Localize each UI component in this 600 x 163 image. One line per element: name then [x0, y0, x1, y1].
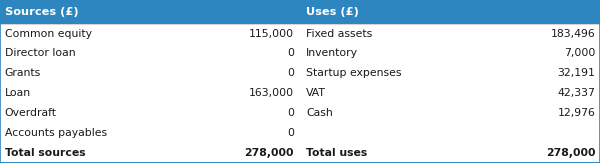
Text: Total sources: Total sources	[5, 148, 85, 158]
Text: Cash: Cash	[306, 108, 333, 118]
Text: Sources (£): Sources (£)	[5, 7, 79, 17]
Text: Total uses: Total uses	[306, 148, 367, 158]
Bar	[0, 143, 600, 163]
Text: VAT: VAT	[306, 88, 326, 98]
Bar	[0, 24, 600, 44]
Text: Accounts payables: Accounts payables	[5, 128, 107, 138]
Text: Overdraft: Overdraft	[5, 108, 57, 118]
Text: 42,337: 42,337	[557, 88, 595, 98]
Bar	[0, 63, 600, 83]
Bar	[0, 83, 600, 103]
Text: 163,000: 163,000	[249, 88, 294, 98]
Text: Startup expenses: Startup expenses	[306, 68, 401, 78]
Text: 12,976: 12,976	[557, 108, 595, 118]
Text: 32,191: 32,191	[557, 68, 595, 78]
Bar	[0, 103, 600, 123]
Text: 278,000: 278,000	[546, 148, 595, 158]
Text: 7,000: 7,000	[564, 49, 595, 59]
Text: 0: 0	[287, 68, 294, 78]
Bar	[0, 123, 600, 143]
Text: Inventory: Inventory	[306, 49, 358, 59]
Text: Common equity: Common equity	[5, 29, 92, 39]
Text: 0: 0	[287, 128, 294, 138]
Bar	[0, 44, 600, 63]
Text: Loan: Loan	[5, 88, 31, 98]
Text: Grants: Grants	[5, 68, 41, 78]
Text: Director loan: Director loan	[5, 49, 76, 59]
Text: 183,496: 183,496	[550, 29, 595, 39]
Text: 278,000: 278,000	[245, 148, 294, 158]
Text: Fixed assets: Fixed assets	[306, 29, 372, 39]
Bar	[0, 0, 600, 24]
Text: Uses (£): Uses (£)	[306, 7, 359, 17]
Text: 0: 0	[287, 49, 294, 59]
Text: 0: 0	[287, 108, 294, 118]
Text: 115,000: 115,000	[249, 29, 294, 39]
